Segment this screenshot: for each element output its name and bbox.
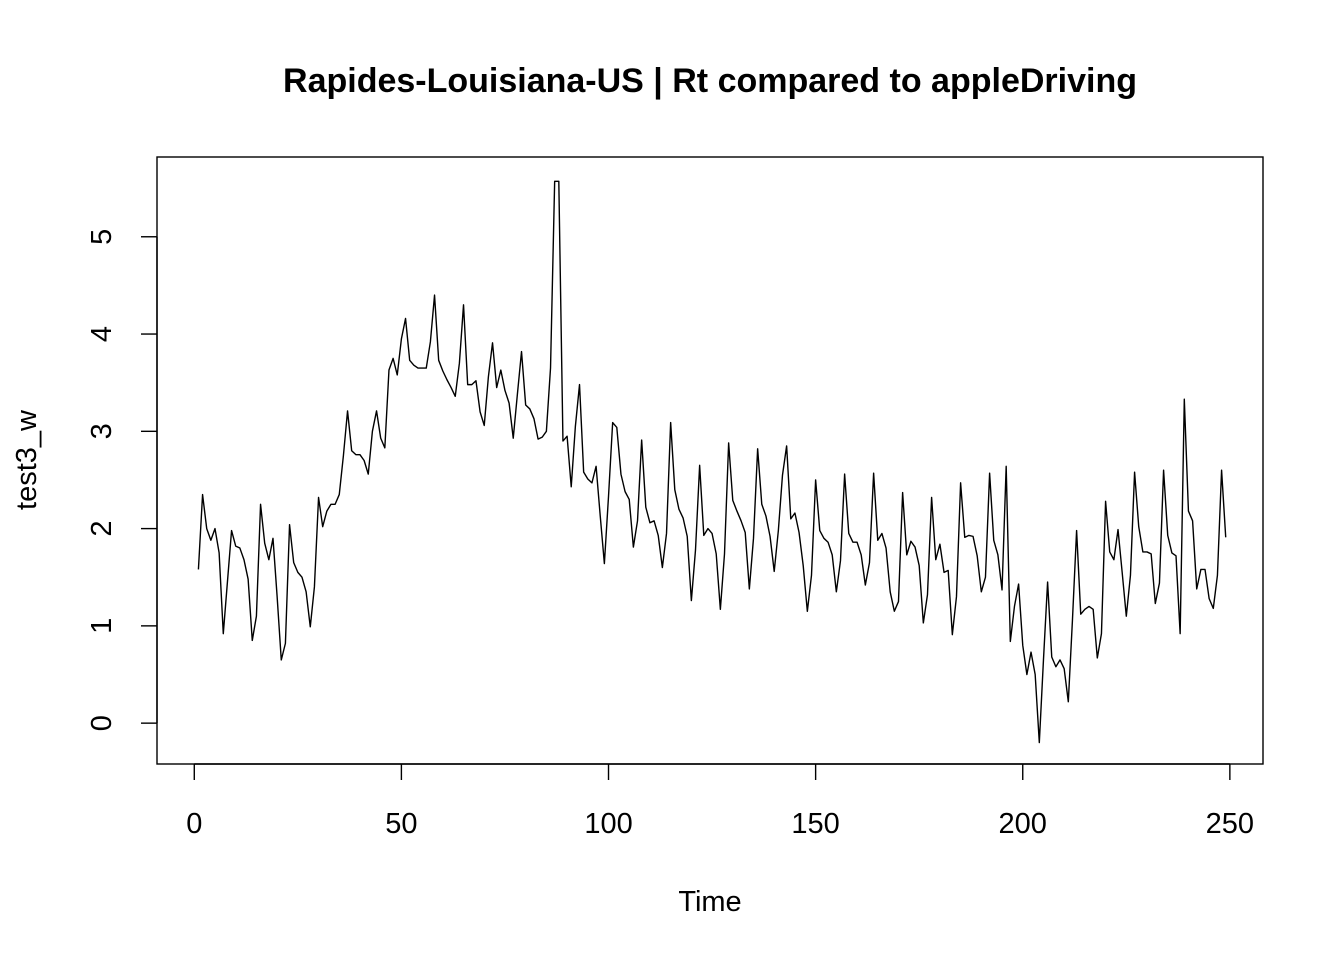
x-tick-label: 250: [1206, 808, 1254, 840]
x-tick-label: 50: [385, 808, 417, 840]
y-tick-label: 1: [86, 618, 118, 634]
chart-title: Rapides-Louisiana-US | Rt compared to ap…: [283, 62, 1137, 100]
x-tick-label: 150: [791, 808, 839, 840]
y-tick-label: 4: [86, 326, 118, 342]
y-tick-label: 0: [86, 715, 118, 731]
x-tick-label: 200: [999, 808, 1047, 840]
y-tick-label: 2: [86, 521, 118, 537]
x-axis: 0 50 100 150 200 250: [186, 763, 1254, 840]
plot-area: [156, 156, 1264, 765]
x-tick-label: 100: [584, 808, 632, 840]
y-axis-label: test3_w: [11, 409, 43, 510]
y-tick-label: 3: [86, 423, 118, 439]
series-line: [197, 180, 1227, 744]
y-tick-label: 5: [86, 229, 118, 245]
x-axis-label: Time: [678, 886, 741, 918]
series-layer: [197, 180, 1227, 744]
y-axis: 0 1 2 3 4 5: [86, 229, 158, 731]
x-tick-label: 0: [186, 808, 202, 840]
